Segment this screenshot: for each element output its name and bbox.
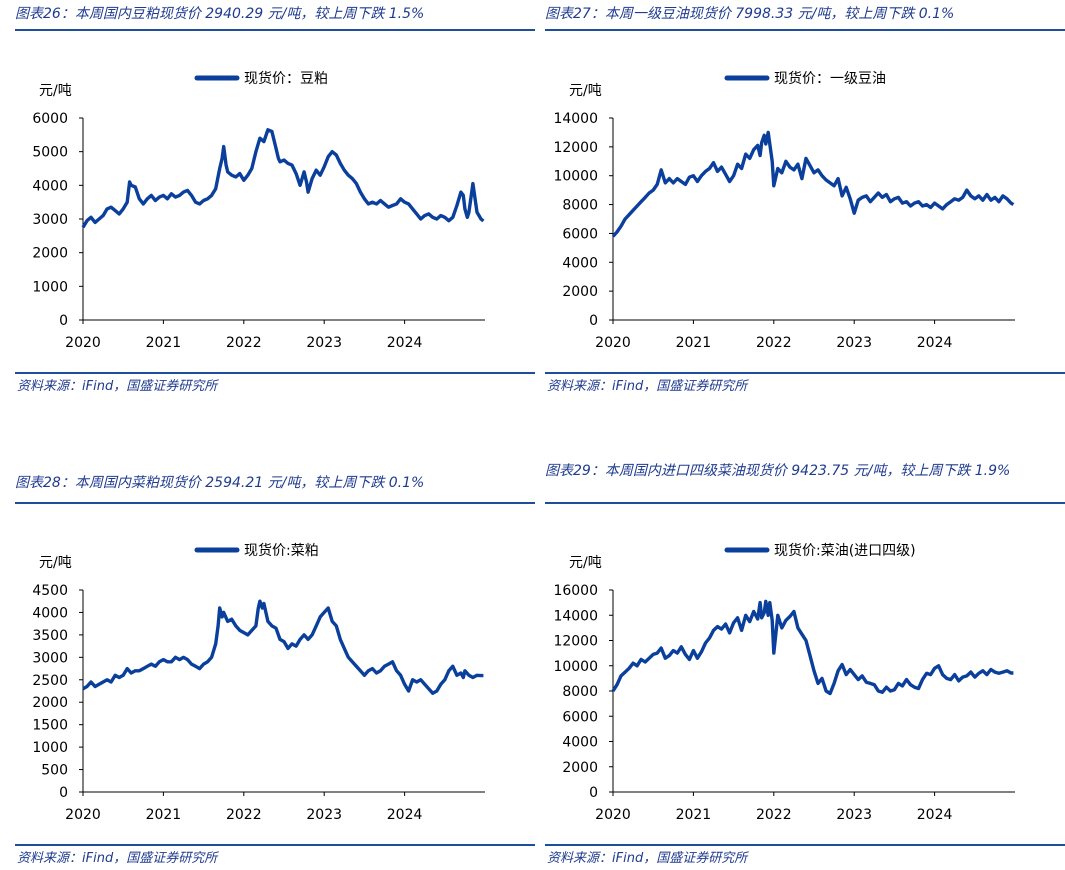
title-rule: [545, 502, 1065, 504]
x-tick-label: 2022: [756, 335, 792, 351]
y-tick-label: 8000: [562, 198, 598, 214]
y-tick-label: 6000: [562, 709, 598, 725]
title-rule: [545, 29, 1065, 31]
x-tick-label: 2021: [146, 335, 182, 351]
series-line: [82, 599, 484, 695]
legend-label: 现货价:菜油(进口四级): [774, 542, 916, 559]
y-tick-label: 12000: [553, 634, 598, 650]
y-tick-label: 8000: [562, 684, 598, 700]
y-tick-label: 0: [589, 313, 598, 329]
x-tick-label: 2024: [917, 807, 953, 823]
source-rule: [545, 372, 1065, 374]
y-tick-label: 2000: [32, 695, 68, 711]
legend-label: 现货价：豆粕: [244, 70, 328, 87]
y-tick-label: 4000: [562, 255, 598, 271]
title-rule: [15, 29, 535, 31]
legend: 现货价:菜油(进口四级): [724, 542, 916, 559]
y-tick-label: 0: [59, 785, 68, 801]
legend-label: 现货价：一级豆油: [774, 70, 886, 87]
source-rule: [545, 844, 1065, 846]
y-tick-label: 2500: [32, 673, 68, 689]
x-tick-label: 2020: [65, 335, 101, 351]
y-tick-label: 2000: [562, 284, 598, 300]
legend: 现货价：一级豆油: [724, 70, 886, 87]
x-tick-label: 2023: [306, 807, 342, 823]
y-tick-label: 5000: [32, 145, 68, 161]
chart-title: 图表27：本周一级豆油现货价 7998.33 元/吨，较上周下跌 0.1%: [545, 6, 955, 22]
panel-soybean-oil: 图表27：本周一级豆油现货价 7998.33 元/吨，较上周下跌 0.1% 元/…: [545, 0, 1065, 420]
y-tick-label: 10000: [553, 169, 598, 185]
source-note: 资料来源：iFind，国盛证券研究所: [17, 851, 218, 866]
y-tick-label: 3000: [32, 212, 68, 228]
source-note: 资料来源：iFind，国盛证券研究所: [547, 379, 748, 394]
title-rule: [15, 502, 535, 504]
y-tick-label: 1000: [32, 740, 68, 756]
series-line: [611, 130, 1015, 238]
y-tick-label: 1000: [32, 279, 68, 295]
x-tick-label: 2024: [387, 807, 423, 823]
y-tick-label: 500: [41, 763, 68, 779]
panel-soymeal: 图表26：本周国内豆粕现货价 2940.29 元/吨，较上周下跌 1.5% 元/…: [15, 0, 535, 420]
series-line: [611, 599, 1014, 696]
line-chart: 元/吨 现货价：一级豆油 0 2000 4000 6000 8000 10000 12000 14…: [553, 70, 1015, 351]
y-axis-title: 元/吨: [569, 555, 602, 571]
x-tick-label: 2022: [756, 807, 792, 823]
y-tick-label: 3500: [32, 628, 68, 644]
y-tick-label: 4000: [32, 605, 68, 621]
series-line: [81, 128, 485, 229]
chart-title: 图表29：本周国内进口四级菜油现货价 9423.75 元/吨，较上周下跌 1.9…: [545, 463, 1011, 479]
y-tick-label: 12000: [553, 140, 598, 156]
x-tick-label: 2023: [836, 807, 872, 823]
panel-rapeseed-meal: 图表28：本周国内菜粕现货价 2594.21 元/吨，较上周下跌 0.1% 元/…: [15, 450, 535, 870]
y-tick-label: 4000: [562, 735, 598, 751]
y-tick-label: 0: [59, 313, 68, 329]
legend: 现货价：豆粕: [194, 70, 328, 87]
line-chart: 元/吨 现货价:菜粕 0 500 1000 1500 2000 2500 3000 3500 400…: [32, 542, 485, 823]
y-axis-title: 元/吨: [39, 555, 72, 571]
legend: 现货价:菜粕: [194, 542, 319, 559]
chart-title: 图表26：本周国内豆粕现货价 2940.29 元/吨，较上周下跌 1.5%: [15, 6, 425, 22]
y-tick-label: 0: [589, 785, 598, 801]
y-tick-label: 14000: [553, 111, 598, 127]
x-tick-label: 2022: [226, 807, 262, 823]
legend-label: 现货价:菜粕: [244, 542, 319, 559]
y-tick-label: 16000: [553, 583, 598, 599]
y-axis-title: 元/吨: [569, 83, 602, 99]
line-chart: 元/吨 现货价:菜油(进口四级) 0 2000 4000 6000 8000 10000 120…: [553, 542, 1015, 823]
y-axis-title: 元/吨: [39, 83, 72, 99]
y-tick-label: 2000: [32, 246, 68, 262]
x-tick-label: 2020: [595, 807, 631, 823]
y-tick-label: 4500: [32, 583, 68, 599]
x-tick-label: 2021: [676, 807, 712, 823]
x-tick-label: 2020: [65, 807, 101, 823]
x-tick-label: 2024: [917, 335, 953, 351]
x-tick-label: 2021: [676, 335, 712, 351]
source-rule: [15, 372, 535, 374]
x-tick-label: 2020: [595, 335, 631, 351]
chart-title: 图表28：本周国内菜粕现货价 2594.21 元/吨，较上周下跌 0.1%: [15, 475, 425, 491]
source-note: 资料来源：iFind，国盛证券研究所: [17, 379, 218, 394]
x-tick-label: 2021: [146, 807, 182, 823]
panel-rapeseed-oil: 图表29：本周国内进口四级菜油现货价 9423.75 元/吨，较上周下跌 1.9…: [545, 450, 1065, 870]
y-tick-label: 6000: [562, 226, 598, 242]
x-tick-label: 2023: [306, 335, 342, 351]
source-note: 资料来源：iFind，国盛证券研究所: [547, 851, 748, 866]
x-tick-label: 2023: [836, 335, 872, 351]
x-tick-label: 2024: [387, 335, 423, 351]
y-tick-label: 1500: [32, 718, 68, 734]
line-chart: 元/吨 现货价：豆粕 0 1000 2000 3000 4000 5000 6000 2020 20…: [32, 70, 485, 351]
x-tick-label: 2022: [226, 335, 262, 351]
y-tick-label: 2000: [562, 760, 598, 776]
y-tick-label: 4000: [32, 178, 68, 194]
y-tick-label: 10000: [553, 659, 598, 675]
y-tick-label: 14000: [553, 608, 598, 624]
y-tick-label: 6000: [32, 111, 68, 127]
y-tick-label: 3000: [32, 650, 68, 666]
source-rule: [15, 844, 535, 846]
